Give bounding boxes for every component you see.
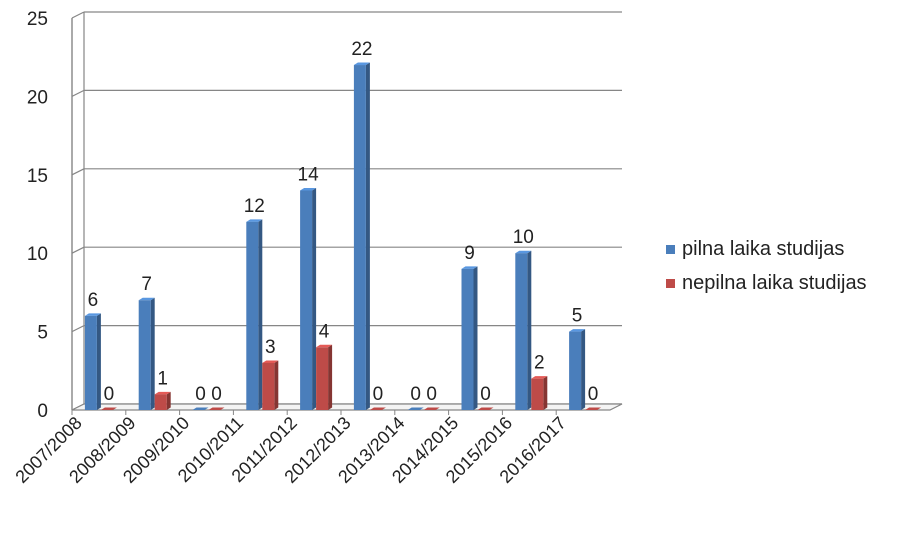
data-label-part-time-2010-2011: 3 [265, 337, 276, 358]
bar-part-time-2013-2014 [423, 407, 440, 410]
bar-full-time-2010-2011 [246, 219, 263, 410]
y-tick-label: 0 [37, 401, 48, 422]
data-label-part-time-2008-2009: 1 [157, 368, 168, 389]
bar-part-time-2011-2012 [316, 344, 333, 410]
gridline-depth [71, 325, 85, 333]
data-label-full-time-2009-2010: 0 [195, 384, 206, 405]
y-tick-label: 10 [27, 244, 48, 265]
bar-full-time-2011-2012 [300, 187, 317, 410]
bar-full-time-2014-2015 [461, 266, 478, 410]
legend-swatch-part-time [666, 278, 675, 288]
bar-part-time-2015-2016 [531, 376, 548, 410]
y-axis-ticks: 0 5 10 15 20 25 [27, 9, 48, 422]
legend-label-full-time: pilna laika studijas [682, 237, 845, 260]
legend-swatch-full-time [666, 244, 675, 254]
bar-part-time-2009-2010 [208, 407, 225, 410]
data-label-full-time-2010-2011: 12 [244, 196, 265, 217]
gridline-depth [71, 168, 85, 176]
data-label-full-time-2007-2008: 6 [88, 290, 99, 311]
gridlines [71, 11, 622, 411]
data-label-part-time-2015-2016: 2 [534, 353, 545, 374]
data-label-part-time-2013-2014: 0 [426, 384, 437, 405]
bar-full-time-2008-2009 [138, 297, 155, 410]
gridline-depth [71, 11, 85, 19]
data-label-full-time-2012-2013: 22 [351, 39, 372, 60]
data-label-part-time-2014-2015: 0 [480, 384, 491, 405]
bar-part-time-2008-2009 [154, 391, 171, 410]
bar-part-time-2016-2017 [585, 407, 602, 410]
bar-part-time-2012-2013 [369, 407, 386, 410]
bar-part-time-2010-2011 [262, 360, 279, 410]
bar-full-time-2016-2017 [569, 329, 586, 410]
bars [84, 62, 602, 410]
y-tick-label: 5 [37, 323, 48, 344]
data-label-part-time-2011-2012: 4 [319, 321, 330, 342]
data-label-full-time-2013-2014: 0 [410, 384, 421, 405]
data-label-full-time-2014-2015: 9 [464, 243, 475, 264]
data-label-part-time-2009-2010: 0 [211, 384, 222, 405]
bar-full-time-2015-2016 [515, 250, 532, 410]
legend-label-part-time: nepilna laika studijas [682, 271, 867, 294]
gridline-depth [71, 246, 85, 254]
data-label-part-time-2012-2013: 0 [373, 384, 384, 405]
data-label-full-time-2008-2009: 7 [141, 274, 152, 295]
legend-item-part-time: nepilna laika studijas [666, 266, 867, 300]
bar-full-time-2007-2008 [84, 313, 101, 410]
data-label-full-time-2016-2017: 5 [572, 306, 583, 327]
y-tick-label: 15 [27, 166, 48, 187]
data-label-full-time-2015-2016: 10 [513, 227, 534, 248]
y-tick-label: 25 [27, 9, 48, 30]
bar-full-time-2009-2010 [192, 407, 209, 410]
bar-full-time-2012-2013 [353, 62, 370, 410]
x-axis-ticks: 2007/20082008/20092009/20102010/20112011… [11, 413, 570, 487]
bar-full-time-2013-2014 [407, 407, 424, 410]
data-label-part-time-2016-2017: 0 [588, 384, 599, 405]
bar-part-time-2014-2015 [477, 407, 494, 410]
legend-item-full-time: pilna laika studijas [666, 232, 867, 266]
y-tick-label: 20 [27, 87, 48, 108]
data-label-part-time-2007-2008: 0 [104, 384, 115, 405]
data-label-full-time-2011-2012: 14 [298, 164, 320, 185]
legend: pilna laika studijas nepilna laika studi… [666, 232, 867, 300]
bar-part-time-2007-2008 [100, 407, 117, 410]
gridline-depth [71, 89, 85, 97]
